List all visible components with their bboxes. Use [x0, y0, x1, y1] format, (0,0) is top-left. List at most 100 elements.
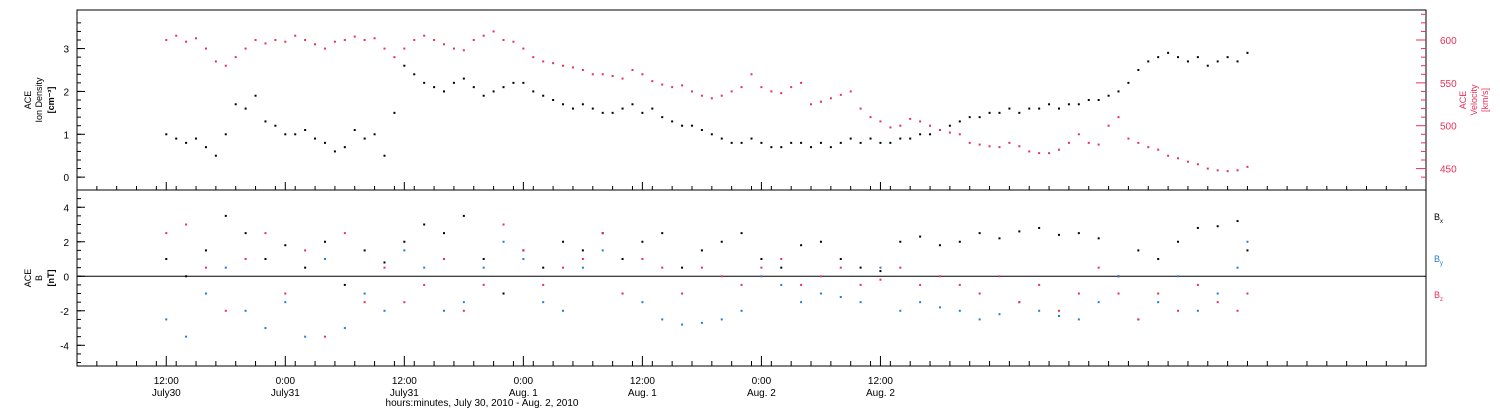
- velocity-point: [353, 35, 356, 38]
- velocity-point: [998, 146, 1001, 149]
- by-point: [443, 309, 446, 312]
- velocity-point: [413, 39, 416, 41]
- bx-point: [423, 223, 426, 226]
- velocity-point: [195, 37, 198, 40]
- velocity-point: [204, 47, 207, 50]
- density-point: [234, 103, 237, 106]
- by-point: [185, 335, 188, 338]
- density-point: [333, 150, 336, 153]
- x-tick-date: July31: [390, 388, 419, 399]
- velocity-point: [690, 90, 693, 93]
- density-point: [403, 64, 406, 67]
- velocity-point: [879, 120, 882, 123]
- bz-point: [383, 266, 386, 269]
- bz-point: [462, 309, 465, 312]
- top-left-tick-label: 1: [63, 130, 69, 141]
- density-point: [929, 133, 932, 136]
- velocity-point: [1067, 141, 1070, 144]
- velocity-point: [1226, 170, 1229, 173]
- density-point: [780, 146, 783, 149]
- density-point: [562, 103, 565, 106]
- velocity-point: [383, 47, 386, 50]
- bz-point: [423, 283, 426, 286]
- bottom-left-tick-label: 0: [63, 272, 69, 283]
- bx-point: [700, 249, 703, 252]
- density-point: [909, 137, 912, 140]
- bz-point: [1236, 309, 1239, 312]
- x-axis-label: hours:minutes, July 30, 2010 - Aug. 2, 2…: [386, 398, 579, 409]
- velocity-point: [562, 64, 565, 67]
- density-point: [1067, 103, 1070, 106]
- density-point: [819, 141, 822, 144]
- density-point: [1018, 111, 1021, 114]
- x-tick-time: 12:00: [868, 376, 893, 387]
- by-point: [839, 295, 842, 298]
- bz-point: [839, 266, 842, 269]
- by-point: [938, 306, 941, 309]
- velocity-point: [304, 39, 307, 41]
- bz-point: [1137, 318, 1140, 321]
- velocity-point: [254, 39, 257, 41]
- velocity-point: [343, 39, 346, 41]
- bx-point: [1018, 230, 1021, 233]
- bz-point: [304, 249, 307, 252]
- bz-point: [879, 278, 882, 281]
- velocity-point: [661, 83, 664, 86]
- density-point: [1196, 56, 1199, 59]
- top-right-tick-label: 600: [1440, 36, 1457, 47]
- velocity-point: [234, 56, 237, 59]
- bx-point: [899, 240, 902, 243]
- density-point: [829, 146, 832, 149]
- bz-point: [998, 275, 1001, 278]
- density-point: [849, 137, 852, 140]
- density-point: [254, 94, 257, 97]
- velocity-point: [968, 141, 971, 144]
- bx-point: [998, 237, 1001, 240]
- density-point: [413, 73, 416, 76]
- x-tick-date: Aug. 1: [509, 388, 538, 399]
- velocity-point: [681, 84, 684, 87]
- top-right-ylabel-line2: Velocity: [1469, 84, 1479, 116]
- velocity-point: [532, 56, 535, 59]
- density-point: [462, 77, 465, 80]
- density-point: [1107, 94, 1110, 97]
- velocity-point: [1186, 160, 1189, 163]
- velocity-point: [631, 69, 634, 71]
- bx-point: [403, 240, 406, 243]
- density-point: [730, 141, 733, 144]
- density-point: [204, 146, 207, 149]
- velocity-point: [165, 39, 168, 41]
- bx-point: [978, 232, 981, 235]
- velocity-point: [1236, 169, 1239, 172]
- x-tick-time: 0:00: [276, 376, 296, 387]
- density-point: [681, 124, 684, 127]
- velocity-point: [393, 56, 396, 59]
- bx-point: [1177, 240, 1180, 243]
- density-point: [274, 124, 277, 127]
- velocity-point: [314, 43, 317, 46]
- by-point: [1097, 301, 1100, 304]
- by-point: [482, 266, 485, 269]
- bx-point: [185, 275, 188, 278]
- bz-point: [681, 292, 684, 295]
- density-point: [591, 107, 594, 110]
- by-point: [363, 292, 366, 295]
- bottom-left-tick-label: 2: [63, 238, 69, 249]
- by-point: [244, 309, 247, 312]
- density-point: [1038, 107, 1041, 110]
- x-tick-time: 0:00: [514, 376, 534, 387]
- by-point: [204, 292, 207, 295]
- density-point: [522, 81, 525, 84]
- bx-point: [482, 258, 485, 261]
- bx-point: [304, 266, 307, 269]
- by-point: [462, 301, 465, 304]
- velocity-point: [462, 49, 465, 52]
- density-point: [1206, 64, 1209, 67]
- by-point: [1177, 275, 1180, 278]
- density-point: [1117, 90, 1120, 93]
- density-point: [1157, 56, 1160, 59]
- density-point: [224, 133, 227, 136]
- bz-point: [1246, 292, 1249, 295]
- velocity-point: [800, 81, 803, 84]
